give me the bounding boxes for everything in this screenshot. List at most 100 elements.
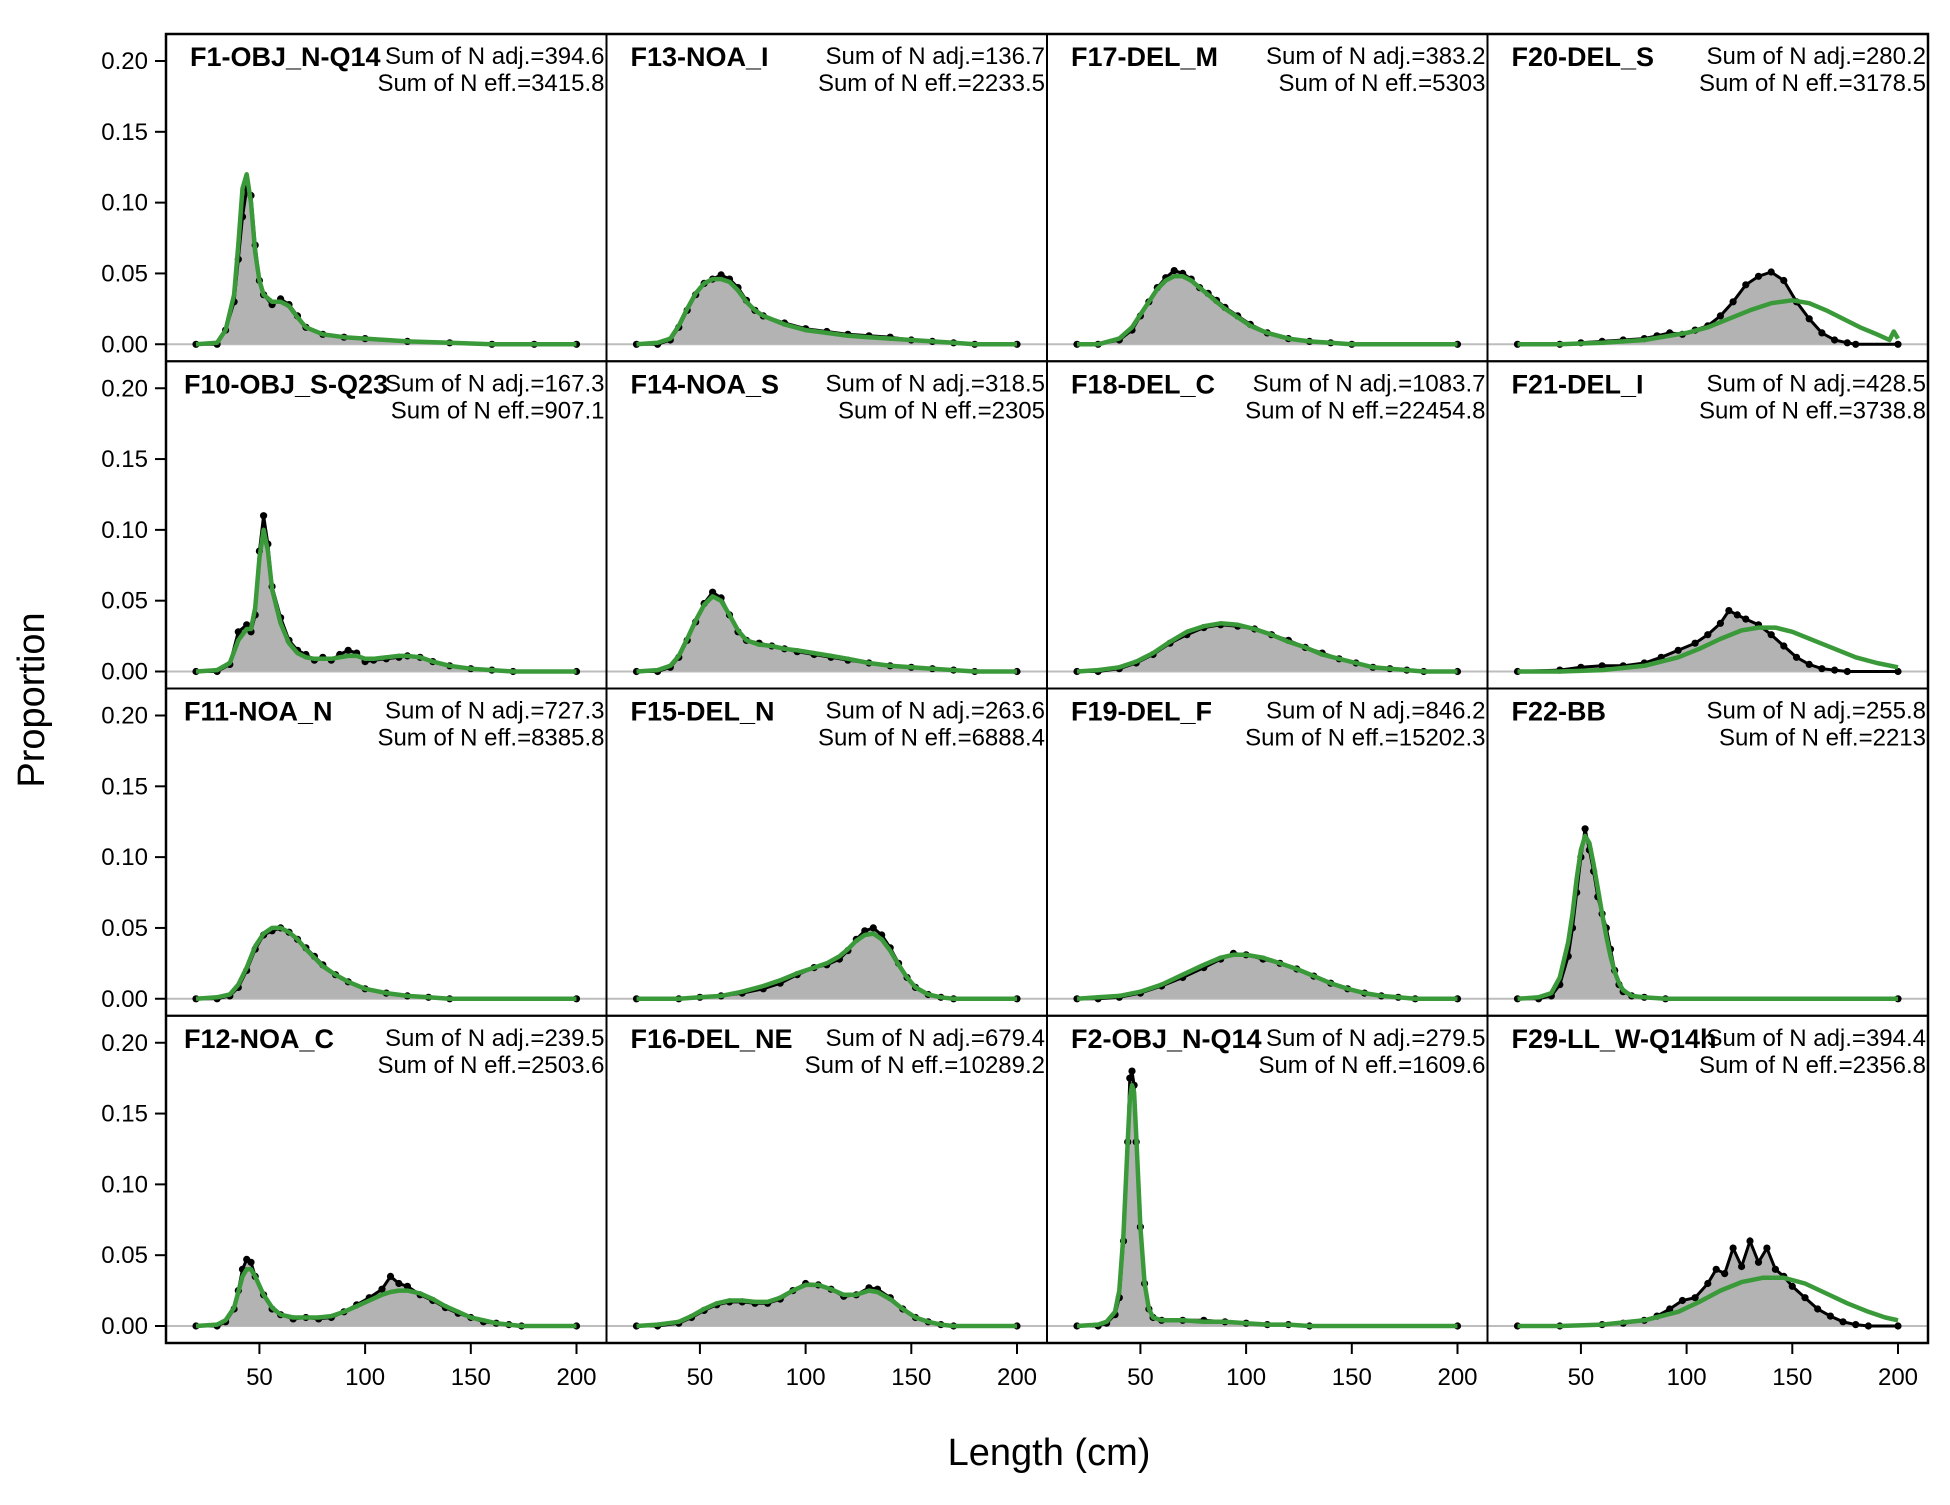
observed-point [869, 924, 877, 932]
y-tick-label: 0.10 [101, 517, 148, 544]
observed-point [243, 621, 251, 629]
observed-area [636, 1283, 1017, 1326]
panel-title: F12-NOA_C [184, 1024, 334, 1054]
expected-line [195, 172, 577, 347]
observed-point [1716, 312, 1724, 320]
y-axis-label: Proportion [11, 612, 53, 787]
observed-point [1678, 1296, 1686, 1305]
observed-point [1725, 607, 1733, 615]
observed-point [1818, 665, 1826, 673]
observed-point [1128, 1067, 1136, 1075]
n-adj-label: Sum of N adj.=428.5 [1707, 370, 1926, 397]
panel-title: F10-OBJ_S-Q23 [184, 369, 388, 399]
x-tick-label: 150 [1332, 1364, 1372, 1391]
x-tick-label: 50 [687, 1364, 714, 1391]
expected-line [636, 594, 1017, 674]
observed-point [1738, 1262, 1746, 1271]
n-adj-label: Sum of N adj.=136.7 [826, 43, 1045, 70]
x-tick-label: 200 [556, 1364, 596, 1391]
observed-point [1598, 662, 1606, 670]
observed-area [1517, 828, 1898, 999]
n-adj-label: Sum of N adj.=679.4 [826, 1025, 1045, 1052]
observed-point [1581, 825, 1589, 833]
observed-point [1767, 268, 1775, 276]
observed-area [636, 927, 1017, 999]
observed-point [386, 1272, 395, 1280]
x-tick-label: 150 [451, 1364, 491, 1391]
n-adj-label: Sum of N adj.=167.3 [385, 370, 604, 397]
expected-line [1517, 1275, 1899, 1329]
panel-title: F16-DEL_NE [631, 1024, 793, 1054]
n-adj-label: Sum of N adj.=727.3 [385, 698, 604, 725]
observed-point [1780, 642, 1788, 650]
observed-area [636, 274, 1017, 345]
observed-point [260, 512, 268, 520]
observed-point [1771, 1265, 1779, 1273]
observed-point [1814, 1305, 1822, 1313]
expected-line [1076, 1082, 1458, 1329]
observed-point [1763, 1244, 1771, 1252]
observed-point [1754, 272, 1763, 280]
panel-title: F15-DEL_N [631, 697, 775, 727]
observed-point [1704, 631, 1712, 639]
x-tick-label: 100 [345, 1364, 385, 1391]
x-tick-label: 200 [997, 1364, 1037, 1391]
n-eff-label: Sum of N eff.=2356.8 [1699, 1052, 1926, 1079]
observed-point [717, 271, 725, 279]
observed-area [196, 927, 577, 999]
n-eff-label: Sum of N eff.=1609.6 [1258, 1052, 1485, 1079]
n-eff-label: Sum of N eff.=10289.2 [805, 1052, 1045, 1079]
observed-area [1077, 624, 1458, 672]
observed-area [1517, 610, 1898, 672]
n-adj-label: Sum of N adj.=318.5 [826, 370, 1045, 397]
y-tick-label: 0.20 [101, 375, 148, 402]
n-adj-label: Sum of N adj.=239.5 [385, 1025, 604, 1052]
y-tick-label: 0.10 [101, 844, 148, 871]
y-tick-label: 0.20 [101, 48, 148, 75]
x-tick-label: 50 [1568, 1364, 1595, 1391]
n-eff-label: Sum of N eff.=2305 [838, 397, 1045, 424]
observed-area [1517, 1241, 1898, 1326]
observed-area [196, 188, 577, 345]
plot-frame [164, 32, 1930, 1345]
observed-point [1746, 1237, 1754, 1245]
panel-title: F14-NOA_S [631, 369, 780, 399]
observed-point [1894, 340, 1902, 348]
panel-title: F29-LL_W-Q14h [1512, 1024, 1717, 1054]
observed-point [1733, 611, 1741, 619]
y-tick-label: 0.10 [101, 190, 148, 217]
observed-point [403, 1282, 411, 1290]
expected-line [1077, 274, 1458, 347]
observed-area [1517, 272, 1898, 345]
n-eff-label: Sum of N eff.=2503.6 [377, 1052, 604, 1079]
observed-point [1742, 615, 1750, 623]
observed-point [1666, 1305, 1674, 1313]
x-tick-label: 150 [891, 1364, 931, 1391]
x-tick-label: 50 [1127, 1364, 1154, 1391]
observed-point [1839, 1318, 1847, 1326]
y-tick-label: 0.05 [101, 1242, 148, 1269]
observed-point [395, 1279, 403, 1288]
x-tick-label: 100 [786, 1364, 826, 1391]
observed-point [1729, 1244, 1737, 1252]
n-adj-label: Sum of N adj.=846.2 [1266, 698, 1485, 725]
observed-point [1792, 653, 1801, 661]
y-tick-label: 0.15 [101, 773, 148, 800]
observed-point [1754, 1258, 1763, 1266]
expected-line [636, 1282, 1017, 1329]
y-tick-label: 0.15 [101, 1101, 148, 1128]
observed-point [1721, 1270, 1729, 1278]
y-tick-label: 0.10 [101, 1171, 148, 1198]
panel-title: F11-NOA_N [184, 697, 333, 727]
n-adj-label: Sum of N adj.=1083.7 [1253, 370, 1486, 397]
observed-point [1864, 1322, 1872, 1330]
axes-layer: 0.00 0.05 0.10 0.15 0.20 0.00 0.05 0.10 0.15 0.20… [101, 32, 1930, 1391]
